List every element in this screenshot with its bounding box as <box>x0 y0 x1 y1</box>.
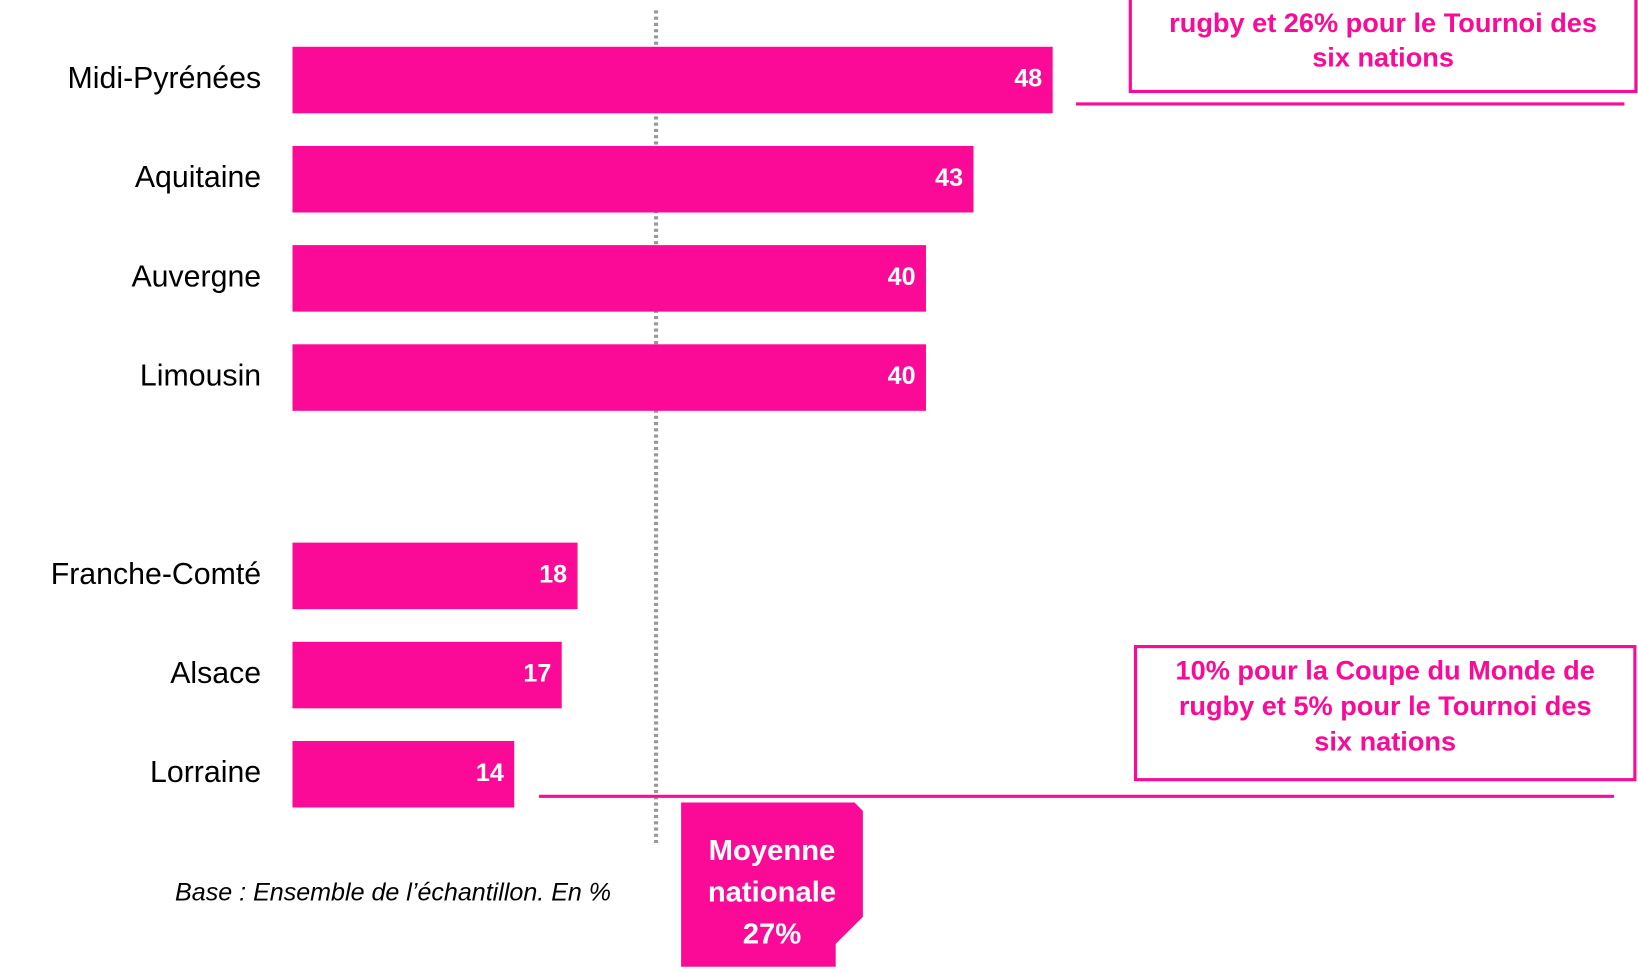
bar <box>292 740 515 808</box>
bar <box>292 641 562 709</box>
value-label: 48 <box>1014 65 1042 93</box>
annotation: 10% pour la Coupe du Monde de <box>1176 655 1595 686</box>
value-label: 43 <box>935 164 963 192</box>
bar <box>292 542 578 610</box>
category-label: Alsace <box>170 657 261 690</box>
category-label: Lorraine <box>150 756 261 789</box>
category-label: Aquitaine <box>135 161 261 194</box>
bar <box>292 145 974 213</box>
average-label: Moyenne <box>709 835 836 867</box>
average-label: 27% <box>743 918 802 950</box>
category-label: Auvergne <box>131 260 261 293</box>
value-label: 14 <box>476 759 504 787</box>
annotation: six nations <box>1312 41 1454 72</box>
annotation: rugby et 5% pour le Tournoi des <box>1179 690 1592 721</box>
annotation: rugby et 26% pour le Tournoi des <box>1169 7 1597 38</box>
value-label: 40 <box>888 362 916 390</box>
value-label: 17 <box>523 660 551 688</box>
category-label: Midi-Pyrénées <box>68 62 262 95</box>
bar <box>292 46 1053 114</box>
top-box <box>1128 0 1638 94</box>
bar <box>292 344 926 411</box>
footnote: Base : Ensemble de l’échantillon. En % <box>175 879 611 907</box>
annotation: six nations <box>1314 725 1456 756</box>
category-label: Limousin <box>140 360 261 393</box>
value-label: 18 <box>539 561 567 589</box>
bottom-box <box>1133 645 1637 782</box>
average-label: nationale <box>708 877 836 909</box>
average-badge <box>681 802 863 967</box>
bar <box>292 245 926 312</box>
category-label: Franche-Comté <box>51 558 261 591</box>
value-label: 40 <box>888 263 916 291</box>
